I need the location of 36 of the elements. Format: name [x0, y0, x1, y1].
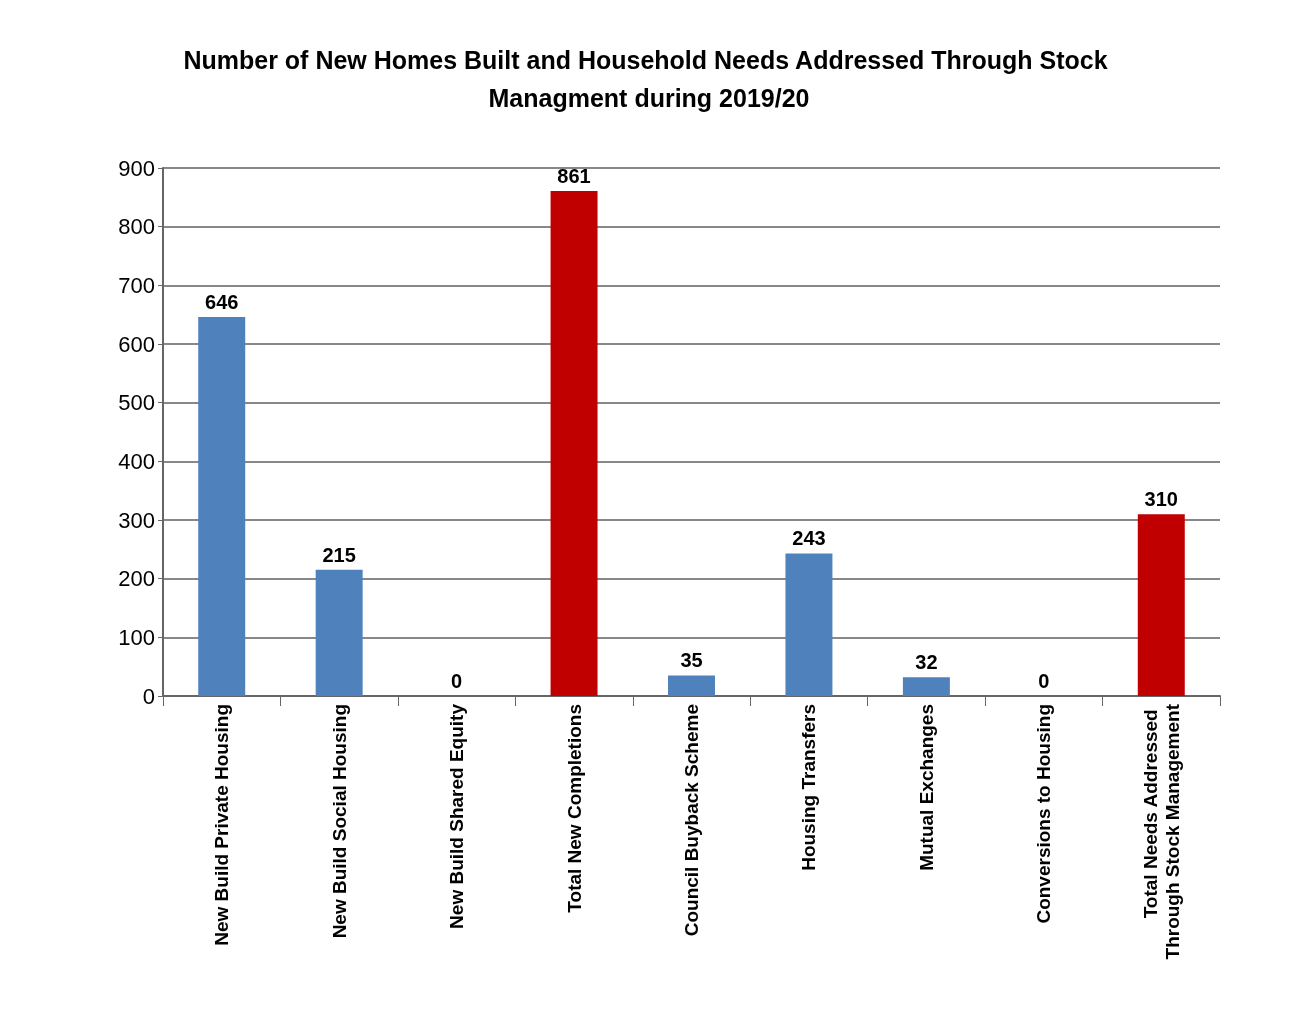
y-tick-label: 900 [118, 155, 155, 181]
y-tick-label: 800 [118, 214, 155, 240]
bar [550, 190, 598, 696]
bar [785, 553, 833, 696]
y-tick-label: 400 [118, 448, 155, 474]
x-tick-label: New Build Shared Equity [446, 703, 468, 929]
y-tick-label: 0 [142, 683, 155, 709]
x-tick-label: New Build Private Housing [211, 704, 233, 946]
x-tick-label: Total Needs Addressed Through Stock Management [1139, 703, 1183, 960]
bar [668, 675, 715, 696]
data-label: 32 [915, 651, 938, 674]
y-tick-label: 100 [118, 624, 155, 650]
data-label: 215 [322, 543, 356, 566]
bar [902, 677, 950, 696]
x-tick-label: Council Buyback Scheme [681, 704, 702, 937]
y-tick-label: 700 [118, 272, 155, 298]
data-label: 861 [557, 164, 591, 187]
bar [315, 569, 363, 696]
bar [198, 317, 246, 696]
y-tick-label: 500 [118, 390, 155, 416]
data-label: 0 [451, 670, 463, 692]
data-label: 35 [680, 649, 703, 672]
data-label: 0 [1038, 670, 1050, 692]
y-tick-label: 300 [118, 507, 155, 533]
data-label: 646 [205, 291, 239, 314]
y-tick-label: 600 [118, 331, 155, 357]
data-label: 243 [792, 527, 826, 550]
x-tick-label: Mutual Exchanges [915, 704, 937, 871]
x-tick-label: Housing Transfers [798, 704, 820, 871]
data-label: 310 [1144, 488, 1178, 511]
x-tick-label: Total New Completions [563, 704, 585, 913]
y-tick-label: 200 [118, 566, 155, 592]
chart-title: Number of New Homes Built and Household Needs Addressed Through Stock Managment during 2019/20 [183, 46, 1115, 112]
bar [1137, 514, 1185, 696]
x-tick-label: Conversions to Housing [1033, 704, 1055, 924]
x-tick-label: New Build Social Housing [328, 704, 350, 939]
